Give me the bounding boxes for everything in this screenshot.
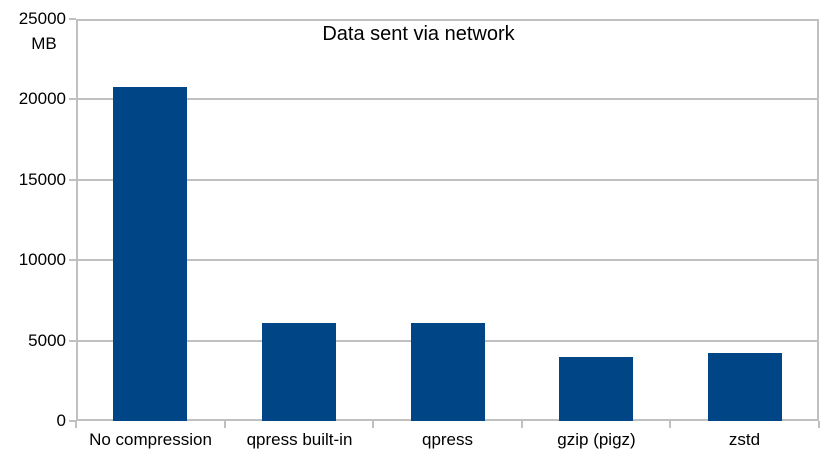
x-axis-tick-3 [521,421,523,428]
bar-no-compression [113,87,187,421]
x-axis-label-no-compression: No compression [89,430,212,449]
y-axis-tick-25000 [69,18,76,20]
plot-area [76,19,819,421]
y-axis-tick-10000 [69,259,76,261]
y-axis-label-10000: 10000 [18,250,66,269]
x-axis-label-qpress: qpress [421,430,474,449]
x-axis-tick-5 [818,421,820,428]
x-axis-label-qpress-built-in: qpress built-in [246,430,353,449]
y-axis-unit-label: MB [31,34,57,53]
x-axis-tick-2 [372,421,374,428]
bar-zstd [708,353,782,421]
y-axis-label-5000: 5000 [28,331,66,350]
x-axis-label-gzip-pigz: gzip (pigz) [557,430,636,449]
y-axis-label-25000: 25000 [18,9,66,28]
bar-qpress-built-in [262,323,336,421]
y-axis-tick-0 [69,420,76,422]
gridline-25000 [76,19,819,21]
y-axis-tick-15000 [69,179,76,181]
y-axis-label-20000: 20000 [18,89,66,108]
gridline-20000 [76,98,819,100]
y-axis-tick-5000 [69,340,76,342]
y-axis-label-15000: 15000 [18,170,66,189]
y-axis-label-0: 0 [56,411,66,430]
gridline-10000 [76,259,819,261]
y-axis-tick-20000 [69,98,76,100]
gridline-15000 [76,179,819,181]
y-axis-line [76,19,78,421]
x-axis-label-zstd: zstd [728,430,761,449]
x-axis-tick-1 [224,421,226,428]
bar-qpress [411,323,485,421]
bar-gzip-pigz [559,357,633,421]
plot-right-border [817,19,819,421]
x-axis-tick-0 [75,421,77,428]
x-axis-tick-4 [669,421,671,428]
chart-title: Data sent via network [322,23,515,45]
